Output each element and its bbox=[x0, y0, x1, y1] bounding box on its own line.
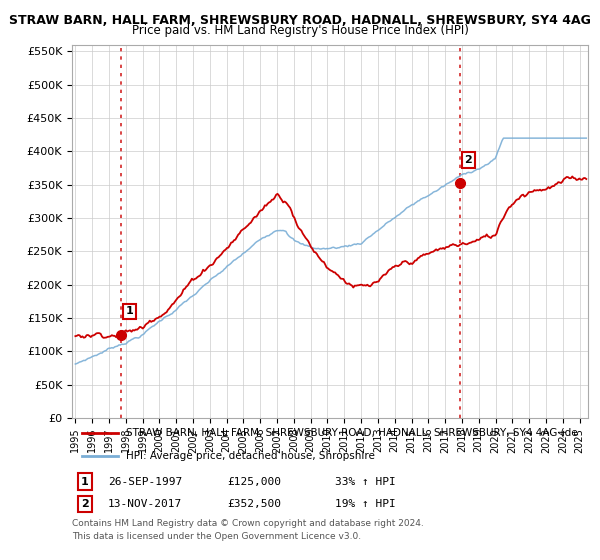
Text: Price paid vs. HM Land Registry's House Price Index (HPI): Price paid vs. HM Land Registry's House … bbox=[131, 24, 469, 36]
Text: 2: 2 bbox=[464, 155, 472, 165]
Text: STRAW BARN, HALL FARM, SHREWSBURY ROAD, HADNALL, SHREWSBURY, SY4 4AG (de: STRAW BARN, HALL FARM, SHREWSBURY ROAD, … bbox=[126, 428, 578, 438]
Text: Contains HM Land Registry data © Crown copyright and database right 2024.: Contains HM Land Registry data © Crown c… bbox=[72, 519, 424, 528]
Text: 33% ↑ HPI: 33% ↑ HPI bbox=[335, 477, 396, 487]
Text: 2: 2 bbox=[81, 499, 89, 509]
Text: 26-SEP-1997: 26-SEP-1997 bbox=[108, 477, 182, 487]
Text: 1: 1 bbox=[126, 306, 134, 316]
Text: 19% ↑ HPI: 19% ↑ HPI bbox=[335, 499, 396, 509]
Text: This data is licensed under the Open Government Licence v3.0.: This data is licensed under the Open Gov… bbox=[72, 532, 361, 541]
Text: £352,500: £352,500 bbox=[227, 499, 281, 509]
Text: HPI: Average price, detached house, Shropshire: HPI: Average price, detached house, Shro… bbox=[126, 451, 375, 461]
Text: 1: 1 bbox=[81, 477, 89, 487]
Text: £125,000: £125,000 bbox=[227, 477, 281, 487]
Text: 13-NOV-2017: 13-NOV-2017 bbox=[108, 499, 182, 509]
Text: STRAW BARN, HALL FARM, SHREWSBURY ROAD, HADNALL, SHREWSBURY, SY4 4AG: STRAW BARN, HALL FARM, SHREWSBURY ROAD, … bbox=[9, 14, 591, 27]
